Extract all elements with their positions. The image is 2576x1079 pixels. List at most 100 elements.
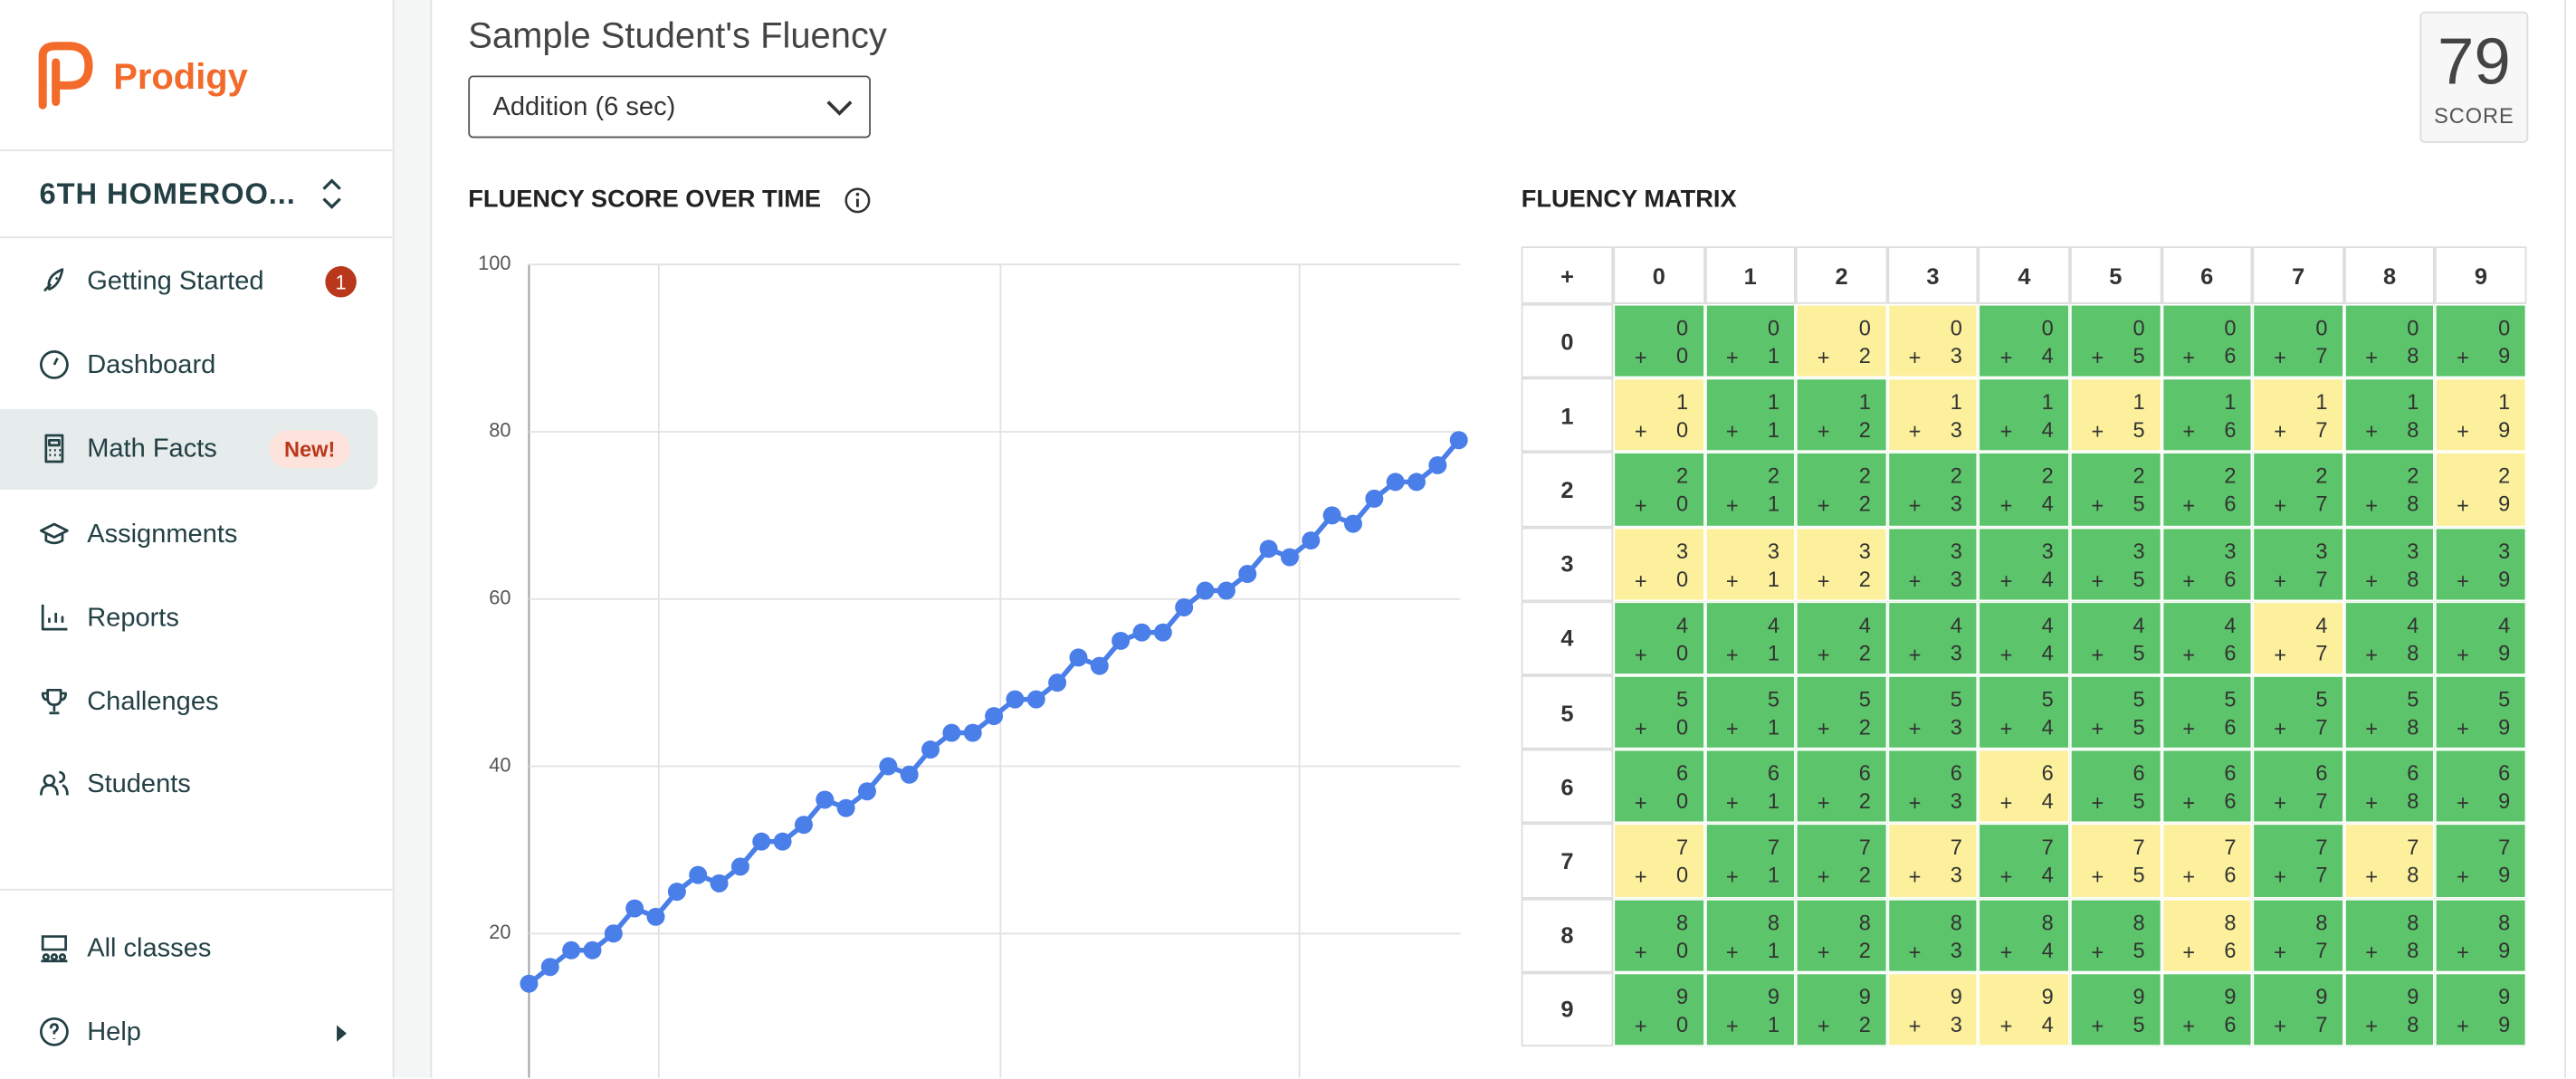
matrix-cell[interactable]: 2 +7 [2252,452,2344,527]
matrix-cell[interactable]: 9 +3 [1887,972,1979,1047]
matrix-cell[interactable]: 8 +2 [1796,898,1888,973]
matrix-cell[interactable]: 7 +3 [1887,824,1979,899]
footer-nav-item[interactable]: All classes [0,909,377,989]
matrix-cell[interactable]: 6 +3 [1887,749,1979,824]
matrix-cell[interactable]: 8 +8 [2343,898,2436,973]
matrix-cell[interactable]: 1 +6 [2161,377,2253,453]
matrix-cell[interactable]: 5 +4 [1978,674,2070,750]
matrix-cell[interactable]: 3 +0 [1613,526,1705,601]
matrix-cell[interactable]: 5 +6 [2161,674,2253,750]
matrix-cell[interactable]: 2 +1 [1704,452,1797,527]
matrix-cell[interactable]: 0 +6 [2161,303,2253,378]
matrix-cell[interactable]: 2 +3 [1887,452,1979,527]
matrix-cell[interactable]: 0 +7 [2252,303,2344,378]
nav-item[interactable]: Reports [0,578,377,659]
matrix-cell[interactable]: 5 +9 [2435,674,2527,750]
matrix-cell[interactable]: 7 +7 [2252,824,2344,899]
footer-nav-item[interactable]: Help [0,992,377,1073]
matrix-cell[interactable]: 8 +6 [2161,898,2253,973]
matrix-cell[interactable]: 3 +8 [2343,526,2436,601]
matrix-cell[interactable]: 5 +2 [1796,674,1888,750]
matrix-cell[interactable]: 6 +1 [1704,749,1797,824]
matrix-cell[interactable]: 2 +9 [2435,452,2527,527]
matrix-cell[interactable]: 9 +9 [2435,972,2527,1047]
matrix-cell[interactable]: 0 +3 [1887,303,1979,378]
matrix-cell[interactable]: 2 +0 [1613,452,1705,527]
matrix-cell[interactable]: 6 +9 [2435,749,2527,824]
matrix-cell[interactable]: 9 +8 [2343,972,2436,1047]
matrix-cell[interactable]: 4 +5 [2069,600,2161,675]
matrix-cell[interactable]: 4 +2 [1796,600,1888,675]
matrix-cell[interactable]: 1 +2 [1796,377,1888,453]
matrix-cell[interactable]: 4 +4 [1978,600,2070,675]
matrix-cell[interactable]: 6 +2 [1796,749,1888,824]
matrix-cell[interactable]: 7 +6 [2161,824,2253,899]
matrix-cell[interactable]: 9 +0 [1613,972,1705,1047]
matrix-cell[interactable]: 5 +3 [1887,674,1979,750]
matrix-cell[interactable]: 5 +8 [2343,674,2436,750]
matrix-cell[interactable]: 2 +2 [1796,452,1888,527]
matrix-cell[interactable]: 0 +5 [2069,303,2161,378]
matrix-cell[interactable]: 8 +0 [1613,898,1705,973]
matrix-cell[interactable]: 2 +5 [2069,452,2161,527]
matrix-cell[interactable]: 7 +1 [1704,824,1797,899]
matrix-cell[interactable]: 2 +6 [2161,452,2253,527]
matrix-cell[interactable]: 9 +1 [1704,972,1797,1047]
matrix-cell[interactable]: 7 +5 [2069,824,2161,899]
nav-item[interactable]: Dashboard [0,325,377,406]
matrix-cell[interactable]: 1 +7 [2252,377,2344,453]
matrix-cell[interactable]: 5 +0 [1613,674,1705,750]
matrix-cell[interactable]: 7 +2 [1796,824,1888,899]
matrix-cell[interactable]: 4 +8 [2343,600,2436,675]
matrix-cell[interactable]: 1 +5 [2069,377,2161,453]
matrix-cell[interactable]: 1 +0 [1613,377,1705,453]
matrix-cell[interactable]: 1 +3 [1887,377,1979,453]
matrix-cell[interactable]: 2 +4 [1978,452,2070,527]
matrix-cell[interactable]: 3 +6 [2161,526,2253,601]
matrix-cell[interactable]: 6 +0 [1613,749,1705,824]
matrix-cell[interactable]: 6 +4 [1978,749,2070,824]
matrix-cell[interactable]: 1 +9 [2435,377,2527,453]
matrix-cell[interactable]: 8 +4 [1978,898,2070,973]
nav-item[interactable]: Getting Started 1 [0,242,377,322]
matrix-cell[interactable]: 9 +5 [2069,972,2161,1047]
matrix-cell[interactable]: 4 +6 [2161,600,2253,675]
matrix-cell[interactable]: 3 +1 [1704,526,1797,601]
class-selector[interactable]: 6TH HOMEROO... [39,177,296,211]
matrix-cell[interactable]: 4 +9 [2435,600,2527,675]
matrix-cell[interactable]: 8 +7 [2252,898,2344,973]
matrix-cell[interactable]: 1 +1 [1704,377,1797,453]
matrix-cell[interactable]: 1 +4 [1978,377,2070,453]
matrix-cell[interactable]: 3 +2 [1796,526,1888,601]
matrix-cell[interactable]: 0 +1 [1704,303,1797,378]
info-icon[interactable] [843,186,873,215]
matrix-cell[interactable]: 5 +1 [1704,674,1797,750]
nav-item[interactable]: Assignments [0,494,377,575]
matrix-cell[interactable]: 3 +7 [2252,526,2344,601]
matrix-cell[interactable]: 1 +8 [2343,377,2436,453]
matrix-cell[interactable]: 0 +0 [1613,303,1705,378]
matrix-cell[interactable]: 0 +9 [2435,303,2527,378]
matrix-cell[interactable]: 9 +4 [1978,972,2070,1047]
nav-item[interactable]: Students [0,744,377,825]
matrix-cell[interactable]: 5 +7 [2252,674,2344,750]
matrix-cell[interactable]: 7 +4 [1978,824,2070,899]
matrix-cell[interactable]: 9 +6 [2161,972,2253,1047]
matrix-cell[interactable]: 7 +0 [1613,824,1705,899]
matrix-cell[interactable]: 3 +4 [1978,526,2070,601]
matrix-cell[interactable]: 9 +2 [1796,972,1888,1047]
matrix-cell[interactable]: 6 +8 [2343,749,2436,824]
matrix-cell[interactable]: 0 +2 [1796,303,1888,378]
matrix-cell[interactable]: 3 +5 [2069,526,2161,601]
matrix-cell[interactable]: 2 +8 [2343,452,2436,527]
matrix-cell[interactable]: 6 +6 [2161,749,2253,824]
matrix-cell[interactable]: 9 +7 [2252,972,2344,1047]
matrix-cell[interactable]: 8 +9 [2435,898,2527,973]
matrix-cell[interactable]: 4 +3 [1887,600,1979,675]
matrix-cell[interactable]: 4 +0 [1613,600,1705,675]
dropdown[interactable]: Addition (6 sec) [468,75,871,138]
matrix-cell[interactable]: 4 +7 [2252,600,2344,675]
matrix-cell[interactable]: 6 +7 [2252,749,2344,824]
matrix-cell[interactable]: 3 +9 [2435,526,2527,601]
matrix-cell[interactable]: 5 +5 [2069,674,2161,750]
